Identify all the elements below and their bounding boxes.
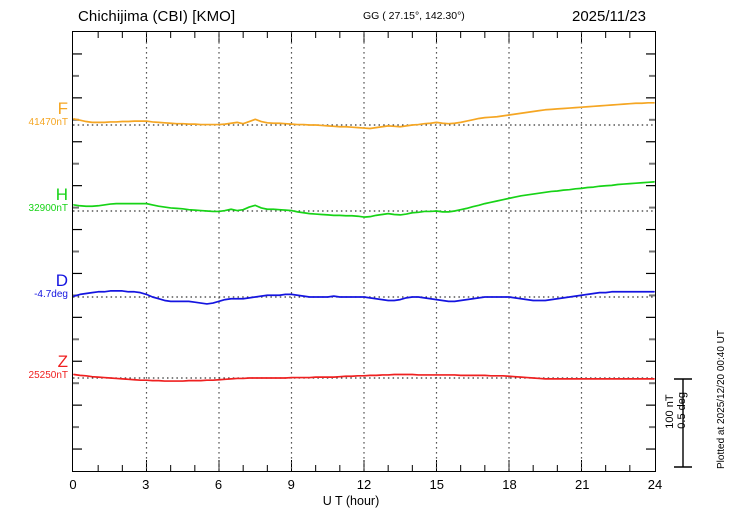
x-tick-3: 3: [142, 477, 150, 492]
x-tick-0: 0: [69, 477, 77, 492]
baseline-value-h: 32900nT: [28, 203, 68, 214]
scale-bar: [674, 378, 692, 468]
magnetogram-canvas: [73, 32, 655, 471]
axis-label-f: F 41470nT: [8, 100, 68, 129]
axis-label-h: H 32900nT: [8, 186, 68, 215]
x-tick-9: 9: [287, 477, 295, 492]
trace-d: [73, 290, 655, 305]
x-tick-24: 24: [647, 477, 663, 492]
x-axis-title-text: U T (hour): [322, 494, 380, 508]
plot-area: [72, 31, 656, 472]
component-name-h: H: [55, 185, 68, 204]
axis-label-z: Z 25250nT: [8, 353, 68, 382]
scale-bar-label-deg: 0.5 deg: [676, 392, 688, 429]
x-tick-12: 12: [356, 477, 372, 492]
x-tick-6: 6: [214, 477, 223, 492]
x-tick-21: 21: [575, 477, 590, 492]
component-name-z: Z: [57, 352, 68, 371]
baseline-value-d: -4.7deg: [34, 289, 68, 300]
trace-z: [73, 373, 655, 382]
trace-h: [73, 181, 655, 218]
x-axis-title: U T (hour): [0, 494, 730, 508]
scale-bar-label: 100 nT 0.5 deg: [664, 392, 688, 429]
baseline-value-z: 25250nT: [28, 370, 68, 381]
component-name-f: F: [57, 99, 68, 118]
component-name-d: D: [55, 271, 68, 290]
trace-f: [73, 101, 655, 130]
plotted-timestamp: Plotted at 2025/12/20 00:40 UT: [716, 330, 727, 469]
axis-label-d: D -4.7deg: [8, 272, 68, 301]
geographic-coordinates: GG ( 27.15°, 142.30°): [363, 10, 465, 22]
x-tick-18: 18: [502, 477, 517, 492]
scale-bar-label-nt: 100 nT: [664, 394, 676, 429]
observation-date: 2025/11/23: [572, 8, 646, 25]
baseline-value-f: 41470nT: [28, 117, 68, 128]
x-tick-15: 15: [429, 477, 444, 492]
x-axis-tick-labels: 0 3 6 9 12 15 18 21 24: [0, 477, 730, 495]
station-title: Chichijima (CBI) [KMO]: [78, 8, 236, 25]
